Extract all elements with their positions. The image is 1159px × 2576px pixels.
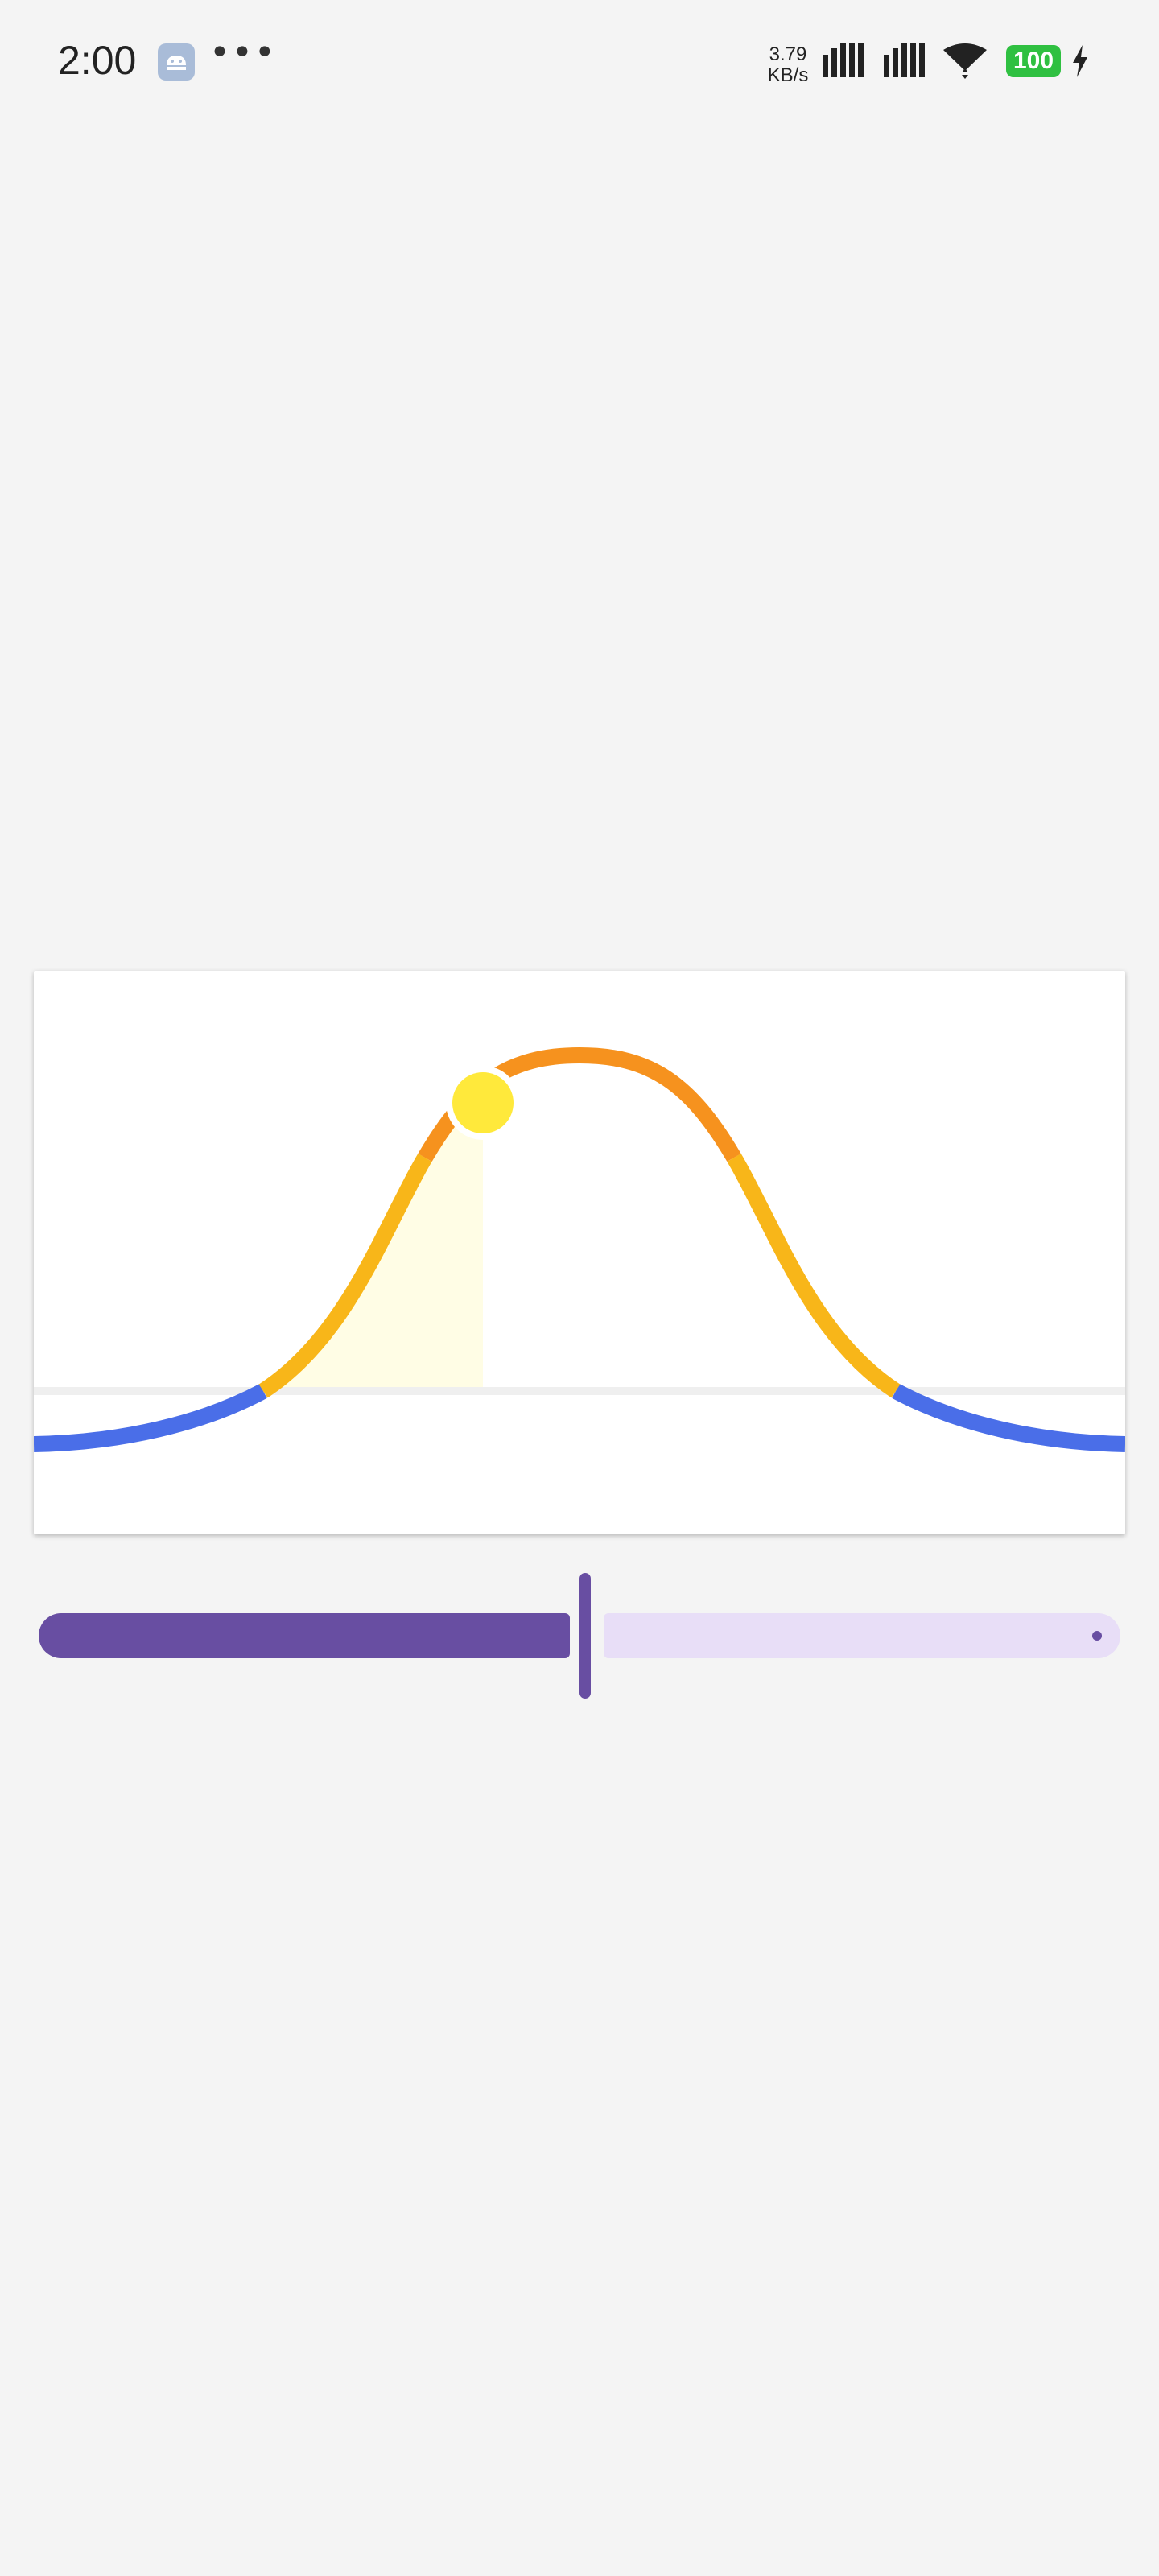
twilight-curve-right	[727, 1153, 901, 1398]
android-notification-icon	[158, 43, 195, 80]
slider-active-track[interactable]	[39, 1613, 570, 1658]
slider-inactive-track[interactable]	[604, 1613, 1120, 1658]
more-notifications-icon: •••	[209, 32, 277, 73]
horizon-line	[34, 1387, 1125, 1395]
network-speed: 3.79 KB/s	[763, 44, 813, 86]
signal-icon	[884, 43, 925, 77]
charging-bolt-icon	[1073, 45, 1087, 77]
battery-icon: 100	[1006, 45, 1061, 77]
night-curve-left	[34, 1384, 267, 1452]
clock: 2:00	[58, 38, 137, 83]
signal-icon	[823, 43, 864, 77]
night-curve-right	[892, 1384, 1125, 1452]
twilight-curve-left	[258, 1153, 432, 1398]
sun-icon	[452, 1072, 514, 1133]
sun-path-graph	[34, 1046, 1125, 1452]
status-bar: 2:00 ••• 3.79 KB/s	[0, 0, 1159, 121]
network-speed-unit: KB/s	[767, 64, 809, 86]
elapsed-daylight-area	[262, 1118, 483, 1391]
sun-path-card	[34, 971, 1125, 1534]
time-slider[interactable]	[39, 1570, 1120, 1699]
wifi-icon	[943, 43, 987, 79]
network-speed-value: 3.79	[769, 43, 807, 65]
slider-stop-indicator	[1092, 1631, 1102, 1641]
slider-thumb[interactable]	[580, 1573, 591, 1699]
